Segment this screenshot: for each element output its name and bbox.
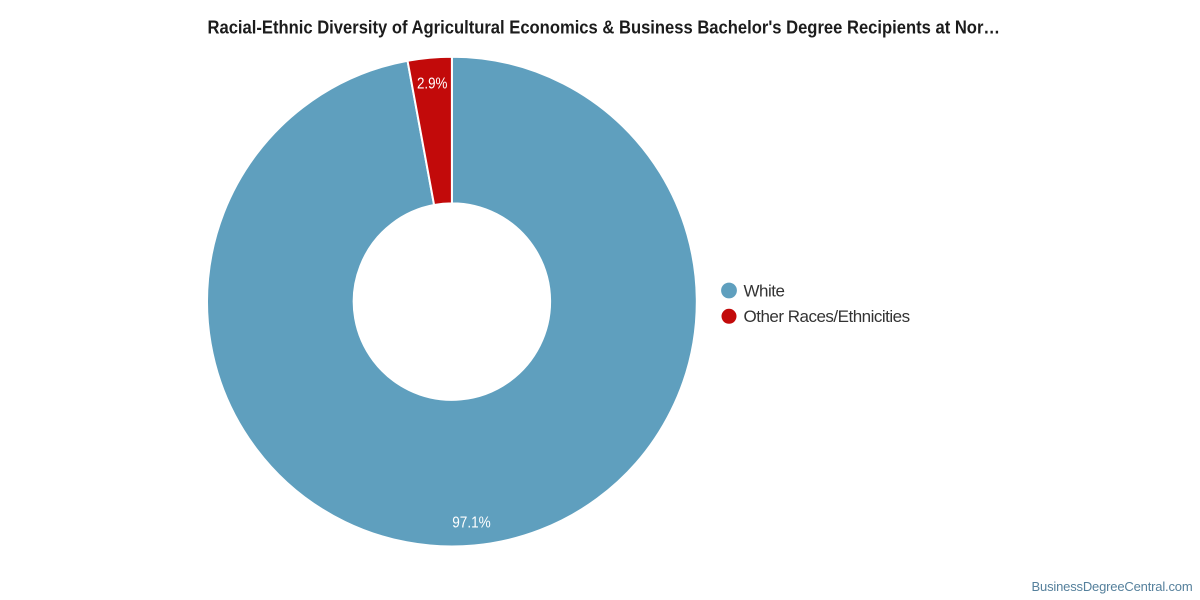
svg-text:97.1%: 97.1% xyxy=(452,515,491,532)
svg-text:Racial-Ethnic Diversity of Agr: Racial-Ethnic Diversity of Agricultural … xyxy=(208,17,1001,37)
svg-text:BusinessDegreeCentral.com: BusinessDegreeCentral.com xyxy=(1032,579,1193,594)
svg-text:2.9%: 2.9% xyxy=(417,76,448,93)
svg-text:Other Races/Ethnicities: Other Races/Ethnicities xyxy=(744,307,910,326)
svg-text:White: White xyxy=(744,281,785,300)
